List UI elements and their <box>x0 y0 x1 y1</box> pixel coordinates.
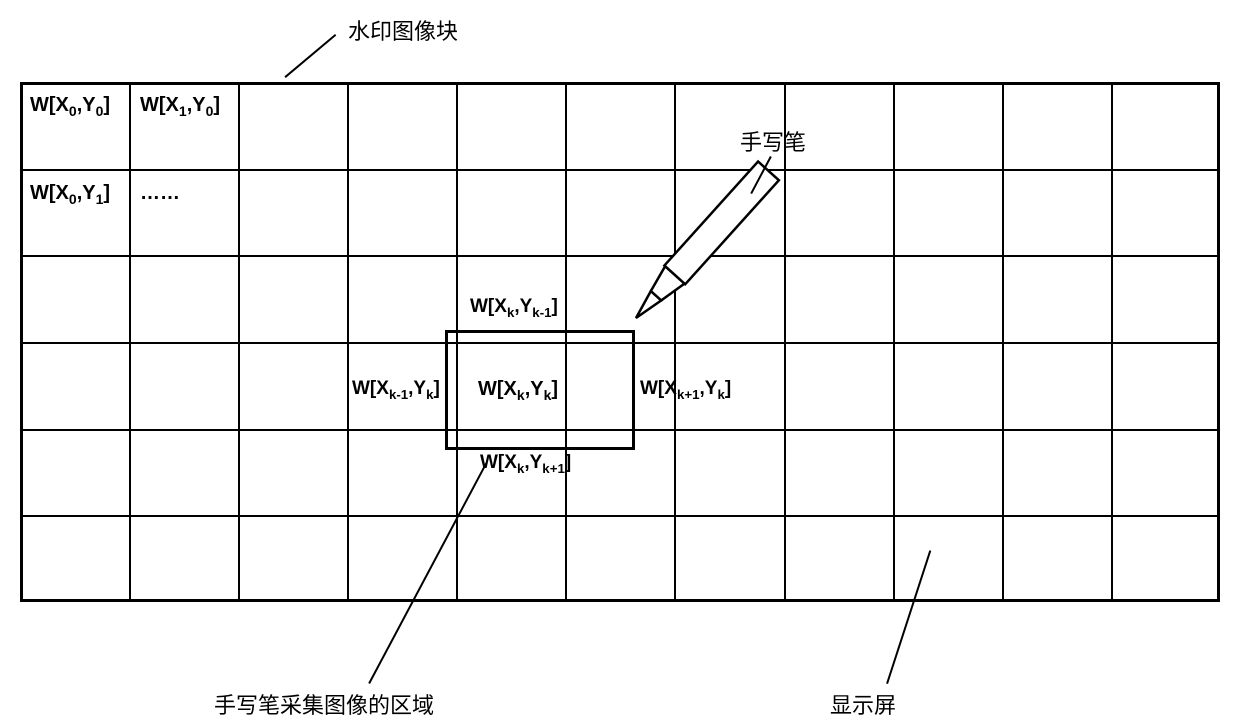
label-display-screen: 显示屏 <box>830 688 896 720</box>
callout-watermark <box>284 34 336 78</box>
cell-1-1: …… <box>140 182 180 205</box>
label-watermark-block: 水印图像块 <box>348 14 458 46</box>
cell-1-0: W[X1,Y0] <box>140 94 220 119</box>
cell-north: W[Xk,Yk-1] <box>470 296 558 320</box>
cell-east: W[Xk+1,Yk] <box>640 378 731 402</box>
cell-west: W[Xk-1,Yk] <box>352 378 440 402</box>
gridline-h <box>20 515 1220 517</box>
cell-0-1: W[X0,Y1] <box>30 182 110 207</box>
label-stylus: 手写笔 <box>740 125 806 157</box>
label-capture-region: 手写笔采集图像的区域 <box>214 688 434 720</box>
cell-south: W[Xk,Yk+1] <box>480 452 571 476</box>
diagram-canvas: 水印图像块 W[X0,Y0] W[X1,Y0] W[X0,Y1] …… W[Xk… <box>0 0 1240 728</box>
stylus-icon <box>600 140 820 360</box>
cell-0-0: W[X0,Y0] <box>30 94 110 119</box>
